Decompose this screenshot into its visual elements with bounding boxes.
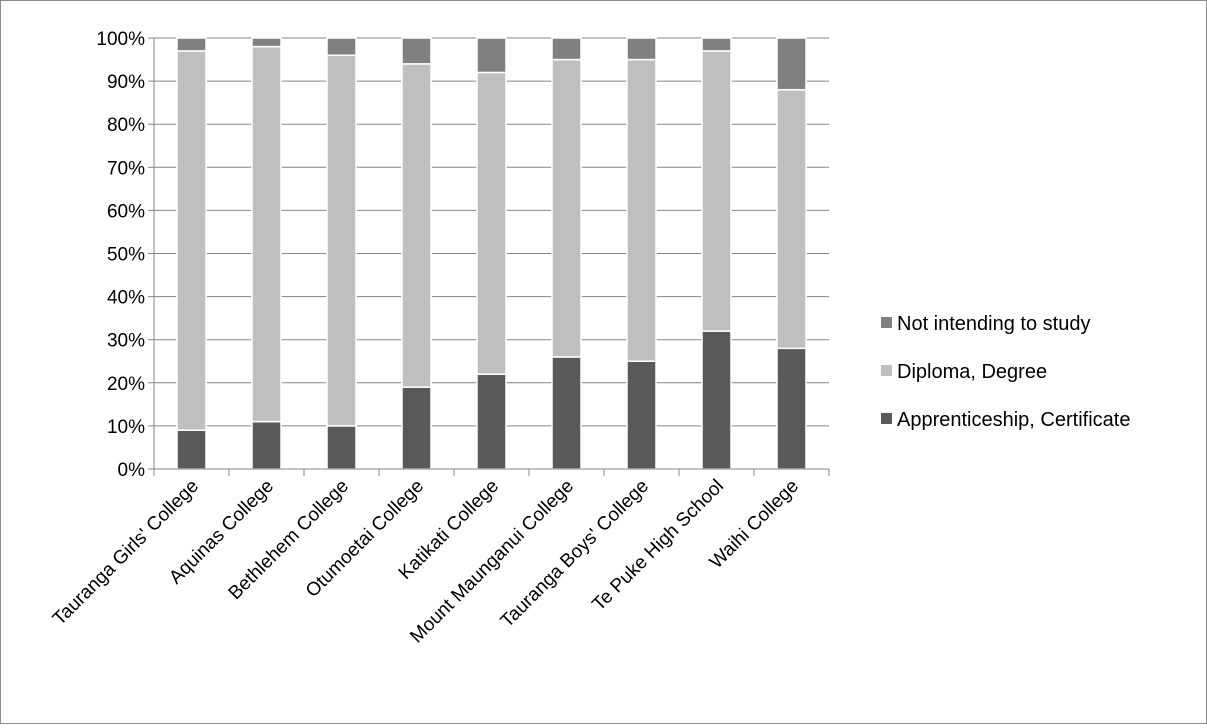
y-tick-label: 10% bbox=[107, 417, 145, 438]
bar-apprenticeship-certificate bbox=[401, 386, 432, 470]
bar-not-intending-to-study bbox=[326, 37, 357, 56]
bar-apprenticeship-certificate bbox=[626, 360, 657, 470]
bar-diploma-degree bbox=[476, 71, 507, 375]
y-tick-label: 100% bbox=[96, 29, 145, 50]
y-tick-label: 30% bbox=[107, 331, 145, 352]
axes bbox=[148, 37, 830, 476]
legend-swatch bbox=[881, 365, 892, 376]
bar-apprenticeship-certificate bbox=[776, 347, 807, 470]
y-tick-label: 50% bbox=[107, 245, 145, 266]
bar-not-intending-to-study bbox=[551, 37, 582, 61]
bar-not-intending-to-study bbox=[251, 37, 282, 48]
bar-apprenticeship-certificate bbox=[476, 373, 507, 470]
y-tick-label: 60% bbox=[107, 201, 145, 222]
y-tick-labels: 0% 10% 20% 30% 40% 50% 60% 70% 80% 90% 100% bbox=[96, 29, 145, 481]
bar-not-intending-to-study bbox=[701, 37, 732, 52]
legend-swatch bbox=[881, 413, 892, 424]
x-tick-label: Tauranga Boys' College bbox=[497, 476, 653, 632]
bar-not-intending-to-study bbox=[401, 37, 432, 65]
y-tick-label: 80% bbox=[107, 115, 145, 136]
bar-diploma-degree bbox=[326, 54, 357, 427]
bar-apprenticeship-certificate bbox=[326, 425, 357, 470]
legend-label: Diploma, Degree bbox=[897, 361, 1047, 383]
y-tick-label: 0% bbox=[118, 460, 146, 481]
bar-apprenticeship-certificate bbox=[701, 330, 732, 470]
bar-not-intending-to-study bbox=[476, 37, 507, 74]
y-tick-label: 90% bbox=[107, 72, 145, 93]
y-tick-label: 70% bbox=[107, 158, 145, 179]
bar-diploma-degree bbox=[701, 50, 732, 332]
legend-label: Not intending to study bbox=[897, 313, 1090, 335]
legend-swatch bbox=[881, 317, 892, 328]
legend: Not intending to study Diploma, Degree App… bbox=[881, 313, 1130, 431]
bar-diploma-degree bbox=[251, 45, 282, 423]
bar-diploma-degree bbox=[626, 58, 657, 363]
bar-apprenticeship-certificate bbox=[176, 429, 207, 470]
bar-apprenticeship-certificate bbox=[251, 420, 282, 470]
bars bbox=[176, 37, 807, 470]
legend-label: Apprenticeship, Certificate bbox=[897, 409, 1130, 431]
y-tick-label: 40% bbox=[107, 288, 145, 309]
bar-apprenticeship-certificate bbox=[551, 356, 582, 470]
y-tick-label: 20% bbox=[107, 374, 145, 395]
bar-diploma-degree bbox=[401, 63, 432, 388]
x-tick-label: Te Puke High School bbox=[588, 476, 728, 616]
bar-not-intending-to-study bbox=[776, 37, 807, 91]
bar-diploma-degree bbox=[551, 58, 582, 358]
bar-not-intending-to-study bbox=[176, 37, 207, 52]
bar-not-intending-to-study bbox=[626, 37, 657, 61]
bar-diploma-degree bbox=[176, 50, 207, 431]
x-tick-label: Tauranga Girls' College bbox=[49, 476, 203, 630]
bar-diploma-degree bbox=[776, 88, 807, 350]
